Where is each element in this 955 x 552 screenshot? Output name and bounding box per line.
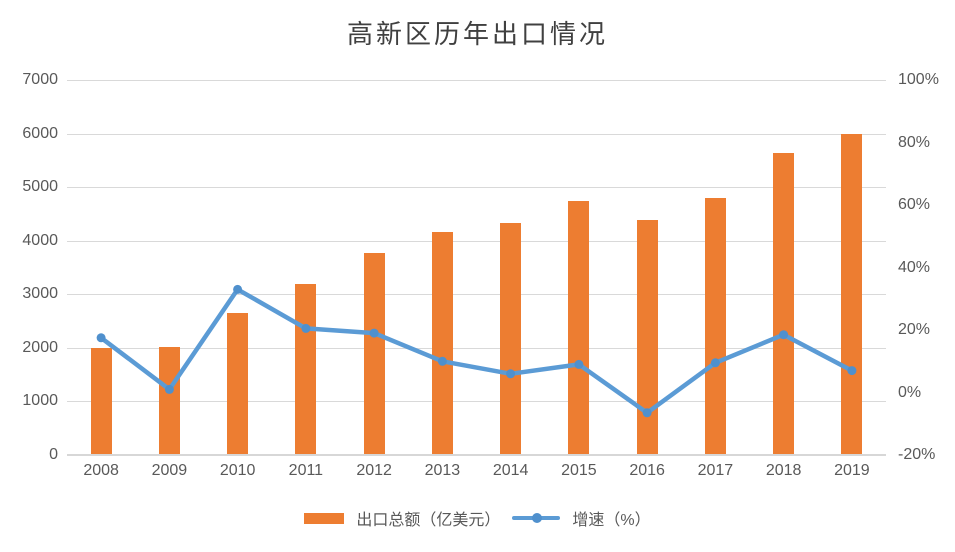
legend-line-label: 增速（%）: [572, 512, 651, 529]
line-series-layer: [96, 284, 857, 418]
bar-2010: [227, 312, 249, 455]
bar-2019: [841, 134, 863, 455]
left-axis-tick: 5000: [22, 178, 58, 196]
right-axis-tick: 60%: [898, 196, 931, 213]
bar-2017: [704, 198, 726, 455]
x-axis-tick-2015: 2015: [561, 462, 597, 479]
right-axis-tick: 80%: [898, 133, 931, 151]
left-axis-tick: 3000: [22, 285, 58, 303]
right-axis-tick: 40%: [898, 258, 931, 276]
bar-2015: [568, 201, 590, 455]
gridline: [67, 187, 886, 189]
right-axis-tick: -20%: [898, 446, 936, 463]
x-axis-tick-2017: 2017: [697, 462, 734, 479]
bar-2012: [363, 253, 385, 455]
gridline: [67, 240, 886, 242]
gridline: [67, 401, 886, 403]
line-marker-2015: [574, 359, 584, 369]
right-axis-tick: 20%: [898, 321, 931, 338]
left-axis-tick: 0: [49, 446, 58, 463]
line-marker-2014: [506, 369, 516, 379]
bar-2018: [773, 152, 795, 455]
bar-2009: [158, 347, 180, 455]
line-marker-2016: [642, 408, 652, 418]
line-marker-2019: [847, 366, 857, 376]
left-axis-tick: 1000: [22, 392, 58, 410]
growth-line: [98, 287, 855, 416]
bar-2014: [500, 222, 522, 455]
bar-2008: [90, 347, 112, 455]
legend-line-marker-icon: [532, 513, 543, 523]
right-axis-tick: 100%: [898, 71, 939, 88]
bar-2016: [636, 219, 658, 455]
gridline: [67, 347, 886, 349]
line-marker-2018: [779, 330, 789, 340]
x-axis-tick-2019: 2019: [834, 462, 870, 479]
x-axis-tick-2018: 2018: [765, 462, 802, 479]
x-axis-tick-2010: 2010: [219, 462, 256, 479]
line-marker-2013: [437, 356, 447, 366]
line-marker-2012: [369, 328, 379, 338]
legend-bar-label: 出口总额（亿美元）: [356, 512, 501, 529]
x-axis-tick-2008: 2008: [83, 462, 119, 479]
line-marker-2008: [96, 333, 106, 343]
line-marker-2017: [710, 358, 720, 368]
legend-bar-swatch: [304, 512, 345, 524]
x-axis-tick-2013: 2013: [424, 462, 461, 479]
gridline: [67, 133, 886, 135]
bar-2013: [431, 232, 453, 455]
left-axis-tick: 7000: [22, 71, 58, 88]
right-axis-tick: 0%: [898, 383, 922, 401]
x-axis-tick-2012: 2012: [356, 462, 392, 479]
x-axis-tick-2016: 2016: [629, 462, 665, 479]
x-axis-tick-2009: 2009: [151, 462, 188, 479]
x-axis-line: [67, 454, 886, 456]
gridline: [67, 294, 886, 296]
line-marker-2009: [164, 384, 174, 394]
left-axis-tick: 6000: [22, 124, 58, 142]
chart-title: 高新区历年出口情况: [346, 20, 608, 50]
plot-area: [67, 80, 886, 455]
legend-line-swatch: [512, 513, 561, 523]
left-axis-tick: 2000: [22, 338, 58, 356]
x-axis-tick-2014: 2014: [492, 462, 529, 479]
line-marker-2011: [301, 323, 311, 333]
x-axis-tick-2011: 2011: [288, 462, 324, 479]
line-marker-2010: [233, 284, 243, 294]
legend: 出口总额（亿美元） 增速（%）: [0, 506, 955, 530]
left-axis-tick: 4000: [22, 231, 58, 249]
gridline: [67, 80, 886, 81]
